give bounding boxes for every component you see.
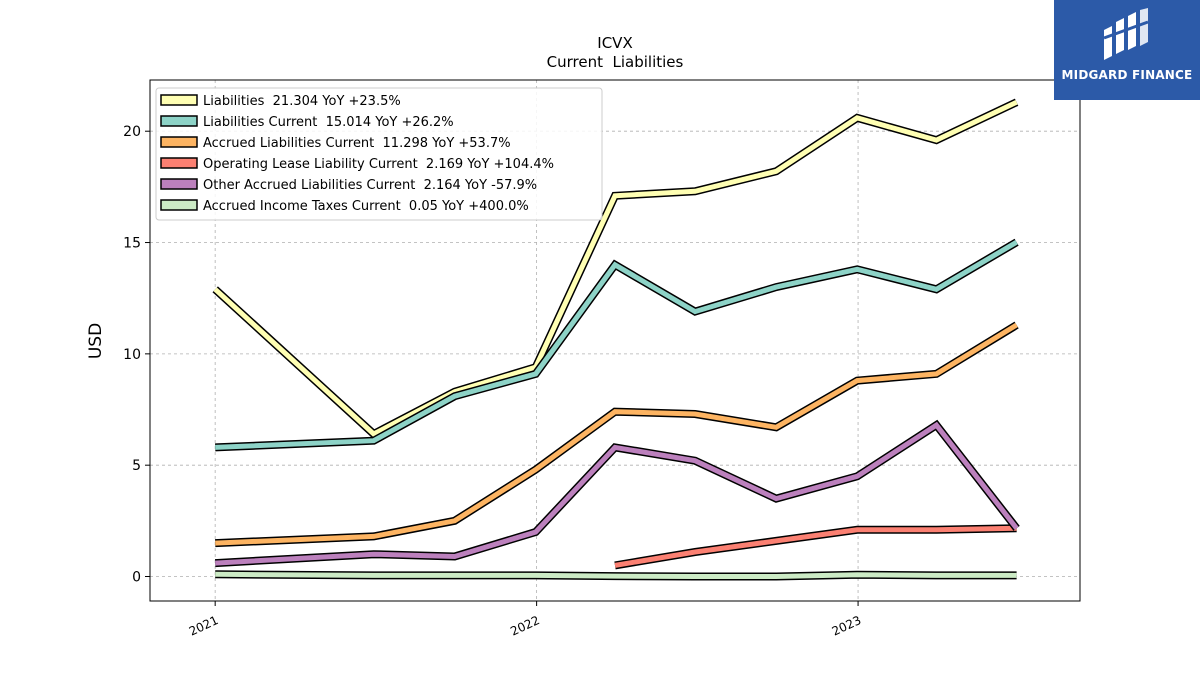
x-tick-label: 2023 — [830, 613, 864, 639]
legend-label: Accrued Liabilities Current 11.298 YoY +… — [203, 136, 511, 151]
brand-logo: MIDGARD FINANCE — [1054, 0, 1200, 100]
legend-swatch — [160, 178, 198, 190]
brand-logo-icon — [1103, 8, 1149, 60]
legend-label: Liabilities 21.304 YoY +23.5% — [203, 94, 401, 109]
y-tick-label: 0 — [132, 570, 141, 586]
brand-name: MIDGARD FINANCE — [1061, 68, 1193, 82]
series-line — [215, 322, 1018, 546]
y-tick-label: 20 — [123, 124, 141, 140]
y-tick-label: 15 — [123, 236, 141, 252]
series-line — [614, 525, 1017, 568]
legend: Liabilities 21.304 YoY +23.5% Liabilities… — [155, 87, 603, 221]
series-line — [215, 240, 1018, 450]
legend-label: Accrued Income Taxes Current 0.05 YoY +4… — [203, 199, 529, 214]
legend-label: Other Accrued Liabilities Current 2.164 … — [203, 178, 537, 193]
legend-box — [155, 87, 603, 221]
y-tick-label: 5 — [132, 458, 141, 474]
legend-swatch — [160, 115, 198, 127]
series-liabilities — [212, 98, 1019, 439]
series-line-outline — [215, 238, 1019, 452]
series-operating-lease-liability-current — [614, 524, 1017, 570]
series-liabilities-current — [215, 238, 1019, 452]
chart-title: ICVX — [597, 34, 632, 52]
series-other-accrued-liabilities-current — [214, 419, 1020, 568]
y-axis-label: USD — [86, 323, 106, 359]
series-line — [215, 421, 1019, 566]
legend-swatch — [160, 136, 198, 148]
series-line — [213, 99, 1018, 438]
x-tick-label: 2021 — [187, 613, 221, 639]
legend-swatch — [160, 157, 198, 169]
series-accrued-liabilities-current — [215, 321, 1019, 548]
series-line — [215, 571, 1017, 579]
legend-label: Liabilities Current 15.014 YoY +26.2% — [203, 115, 454, 130]
plot-frame — [149, 79, 1081, 602]
legend-label: Operating Lease Liability Current 2.169 … — [203, 157, 554, 172]
legend-swatch — [160, 199, 198, 211]
series-line-outline — [215, 321, 1019, 548]
series-layer — [212, 98, 1020, 581]
legend-swatch — [160, 94, 198, 106]
y-tick-label: 10 — [123, 347, 141, 363]
x-tick-label: 2022 — [508, 613, 542, 639]
series-accrued-income-taxes-current — [215, 570, 1017, 581]
chart-subtitle: Current Liabilities — [547, 53, 684, 71]
